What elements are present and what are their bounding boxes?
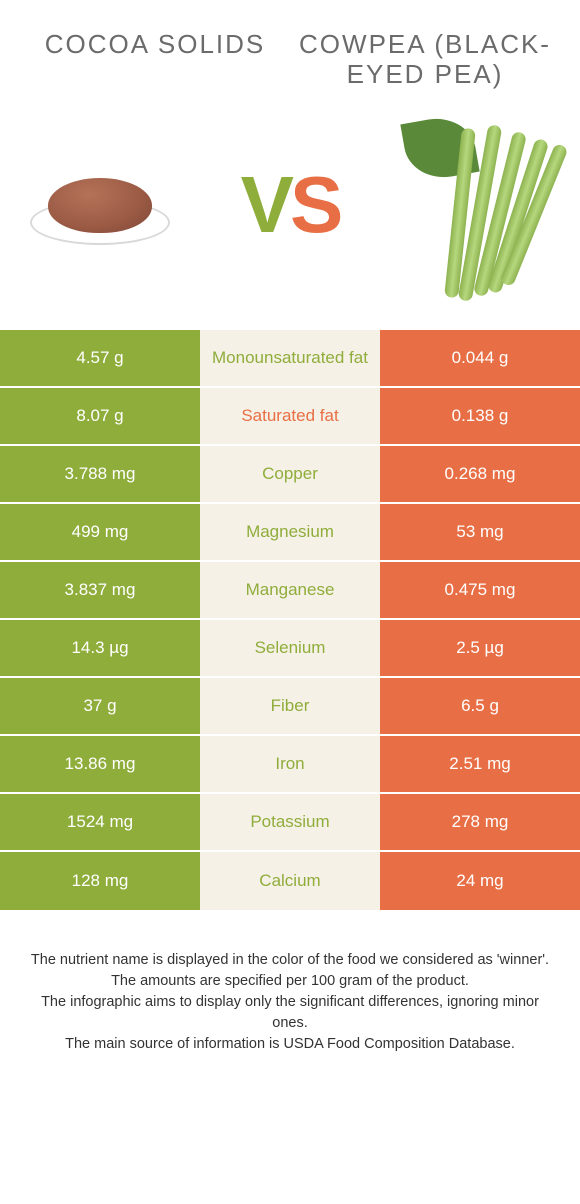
value-right: 0.044 g bbox=[380, 330, 580, 386]
cowpea-pods bbox=[405, 110, 555, 300]
nutrient-label: Selenium bbox=[200, 620, 380, 676]
value-right: 2.5 µg bbox=[380, 620, 580, 676]
value-right: 278 mg bbox=[380, 794, 580, 850]
value-right: 53 mg bbox=[380, 504, 580, 560]
table-row: 14.3 µgSelenium2.5 µg bbox=[0, 620, 580, 678]
value-right: 24 mg bbox=[380, 852, 580, 910]
cowpea-image bbox=[405, 130, 555, 280]
table-row: 37 gFiber6.5 g bbox=[0, 678, 580, 736]
nutrient-label: Potassium bbox=[200, 794, 380, 850]
value-left: 499 mg bbox=[0, 504, 200, 560]
title-right: COWPEA (BLACK-EYED PEA) bbox=[290, 30, 560, 90]
value-left: 8.07 g bbox=[0, 388, 200, 444]
cocoa-image bbox=[25, 130, 175, 280]
table-row: 3.788 mgCopper0.268 mg bbox=[0, 446, 580, 504]
table-row: 4.57 gMonounsaturated fat0.044 g bbox=[0, 330, 580, 388]
title-left: COCOA SOLIDS bbox=[20, 30, 290, 90]
hero-row: VS bbox=[0, 100, 580, 330]
value-right: 0.138 g bbox=[380, 388, 580, 444]
vs-s: S bbox=[290, 159, 339, 251]
table-row: 499 mgMagnesium53 mg bbox=[0, 504, 580, 562]
nutrient-label: Monounsaturated fat bbox=[200, 330, 380, 386]
vs-label: VS bbox=[241, 159, 340, 251]
value-right: 2.51 mg bbox=[380, 736, 580, 792]
value-left: 13.86 mg bbox=[0, 736, 200, 792]
nutrient-label: Fiber bbox=[200, 678, 380, 734]
value-left: 14.3 µg bbox=[0, 620, 200, 676]
table-row: 3.837 mgManganese0.475 mg bbox=[0, 562, 580, 620]
value-left: 37 g bbox=[0, 678, 200, 734]
footer-notes: The nutrient name is displayed in the co… bbox=[0, 910, 580, 1055]
footer-line-3: The infographic aims to display only the… bbox=[30, 992, 550, 1034]
nutrient-label: Iron bbox=[200, 736, 380, 792]
value-left: 3.788 mg bbox=[0, 446, 200, 502]
nutrient-label: Saturated fat bbox=[200, 388, 380, 444]
footer-line-2: The amounts are specified per 100 gram o… bbox=[30, 971, 550, 992]
value-right: 0.268 mg bbox=[380, 446, 580, 502]
vs-v: V bbox=[241, 159, 290, 251]
nutrient-label: Calcium bbox=[200, 852, 380, 910]
cocoa-dish bbox=[30, 165, 170, 245]
value-right: 0.475 mg bbox=[380, 562, 580, 618]
footer-line-1: The nutrient name is displayed in the co… bbox=[30, 950, 550, 971]
value-left: 128 mg bbox=[0, 852, 200, 910]
value-left: 4.57 g bbox=[0, 330, 200, 386]
table-row: 1524 mgPotassium278 mg bbox=[0, 794, 580, 852]
footer-line-4: The main source of information is USDA F… bbox=[30, 1034, 550, 1055]
nutrient-table: 4.57 gMonounsaturated fat0.044 g8.07 gSa… bbox=[0, 330, 580, 910]
table-row: 13.86 mgIron2.51 mg bbox=[0, 736, 580, 794]
table-row: 128 mgCalcium24 mg bbox=[0, 852, 580, 910]
nutrient-label: Copper bbox=[200, 446, 380, 502]
table-row: 8.07 gSaturated fat0.138 g bbox=[0, 388, 580, 446]
header: COCOA SOLIDS COWPEA (BLACK-EYED PEA) bbox=[0, 0, 580, 100]
value-left: 1524 mg bbox=[0, 794, 200, 850]
value-right: 6.5 g bbox=[380, 678, 580, 734]
value-left: 3.837 mg bbox=[0, 562, 200, 618]
nutrient-label: Magnesium bbox=[200, 504, 380, 560]
nutrient-label: Manganese bbox=[200, 562, 380, 618]
